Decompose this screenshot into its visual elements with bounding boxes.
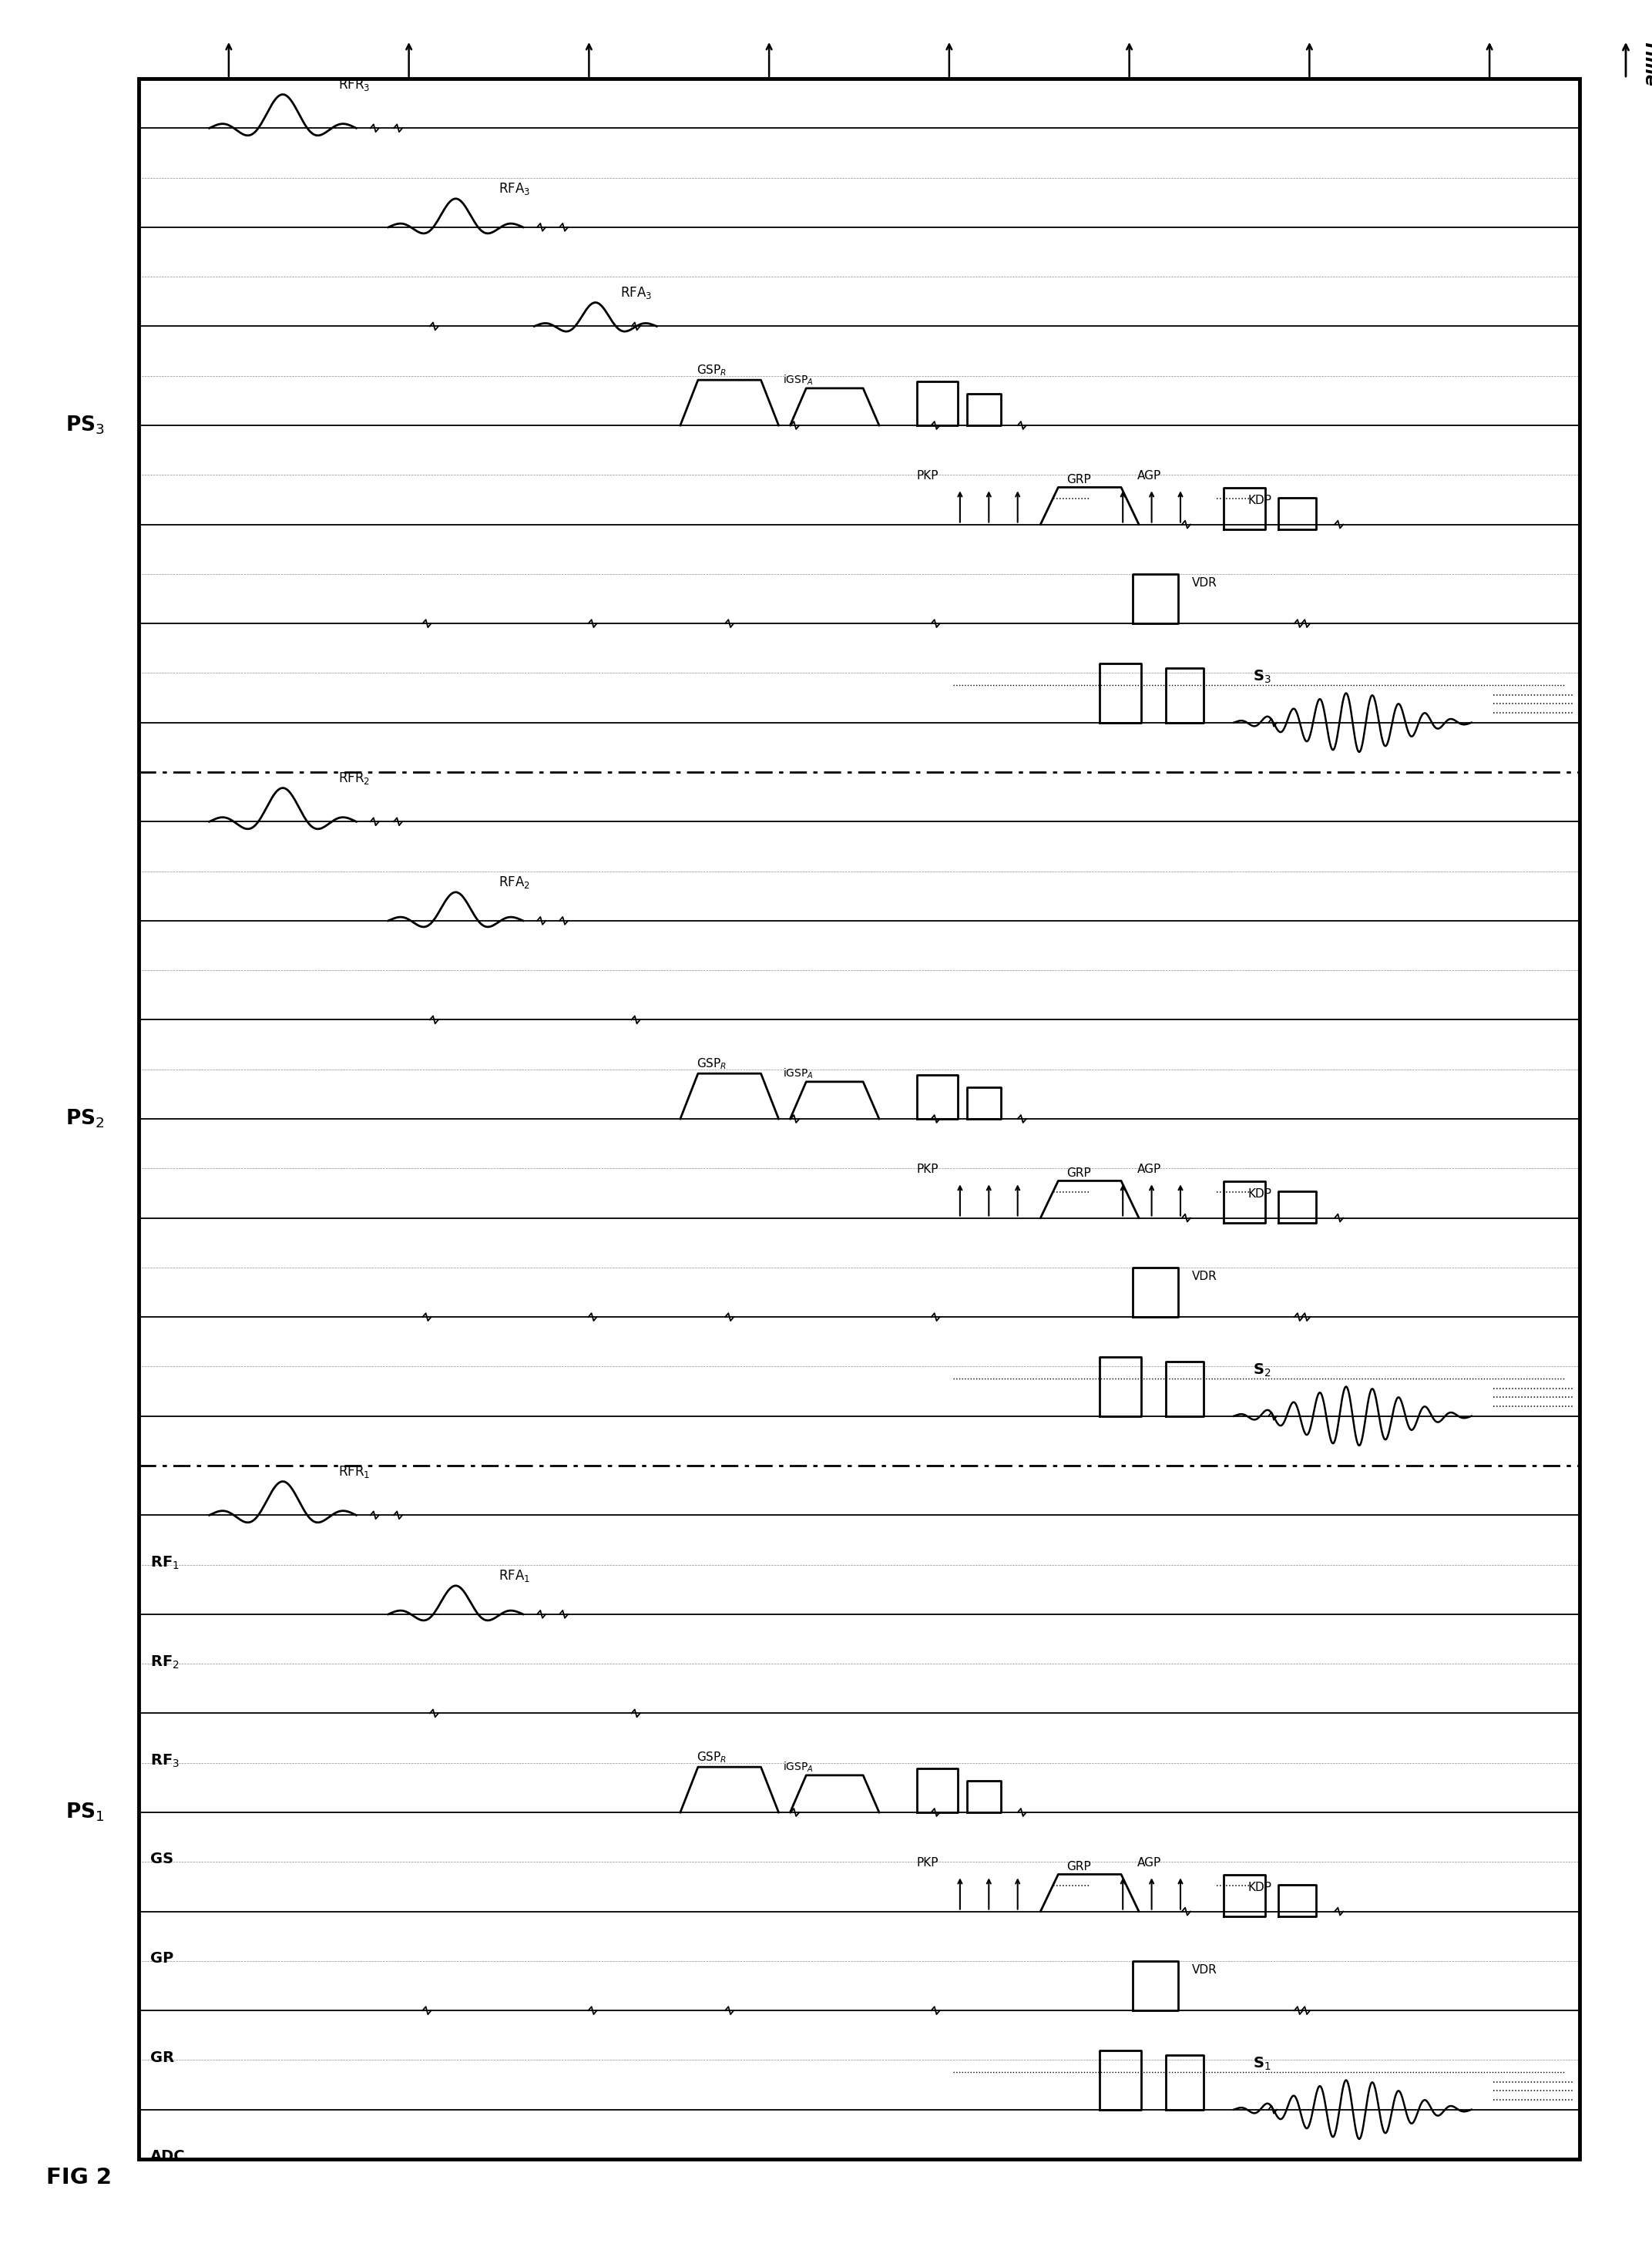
Text: S$_1$: S$_1$ — [1252, 2056, 1270, 2072]
Text: RFR$_3$: RFR$_3$ — [339, 77, 370, 93]
Text: GRP: GRP — [1066, 1861, 1090, 1873]
Text: GR: GR — [150, 2049, 173, 2065]
Text: RFA$_1$: RFA$_1$ — [499, 1569, 530, 1582]
Text: RFA$_3$: RFA$_3$ — [620, 286, 651, 302]
Text: KDP: KDP — [1249, 494, 1272, 506]
Text: VDR: VDR — [1193, 578, 1218, 589]
Text: PKP: PKP — [917, 1163, 938, 1174]
Text: Time: Time — [1640, 41, 1652, 86]
Text: iGSP$_A$: iGSP$_A$ — [783, 374, 814, 388]
Text: iGSP$_A$: iGSP$_A$ — [783, 1068, 814, 1079]
Text: AGP: AGP — [1137, 1857, 1161, 1868]
Text: PS$_3$: PS$_3$ — [64, 415, 104, 435]
Text: GRP: GRP — [1066, 474, 1090, 485]
Text: PS$_2$: PS$_2$ — [66, 1109, 104, 1129]
Text: GSP$_R$: GSP$_R$ — [697, 1056, 727, 1072]
Text: iGSP$_A$: iGSP$_A$ — [783, 1759, 814, 1773]
Text: S$_2$: S$_2$ — [1252, 1362, 1270, 1378]
Text: GS: GS — [150, 1852, 173, 1866]
Text: RF$_1$: RF$_1$ — [150, 1555, 180, 1571]
Bar — [139, 79, 1579, 2158]
Text: RFA$_2$: RFA$_2$ — [499, 875, 530, 891]
Text: RFR$_1$: RFR$_1$ — [339, 1464, 370, 1480]
Text: S$_3$: S$_3$ — [1252, 669, 1270, 685]
Text: AGP: AGP — [1137, 469, 1161, 483]
Text: VDR: VDR — [1193, 1963, 1218, 1977]
Text: PKP: PKP — [917, 1857, 938, 1868]
Text: PKP: PKP — [917, 469, 938, 483]
Text: GSP$_R$: GSP$_R$ — [697, 1750, 727, 1766]
Text: RF$_3$: RF$_3$ — [150, 1752, 180, 1768]
Text: RFA$_3$: RFA$_3$ — [499, 181, 530, 197]
Text: AGP: AGP — [1137, 1163, 1161, 1174]
Text: FIG 2: FIG 2 — [46, 2167, 112, 2188]
Text: RFR$_2$: RFR$_2$ — [339, 771, 370, 787]
Text: KDP: KDP — [1249, 1882, 1272, 1893]
Text: GP: GP — [150, 1952, 173, 1965]
Text: GRP: GRP — [1066, 1168, 1090, 1179]
Text: KDP: KDP — [1249, 1188, 1272, 1199]
Text: RF$_2$: RF$_2$ — [150, 1655, 180, 1671]
Text: GSP$_R$: GSP$_R$ — [697, 363, 727, 379]
Text: ADC: ADC — [150, 2149, 185, 2165]
Text: VDR: VDR — [1193, 1272, 1218, 1283]
Text: PS$_1$: PS$_1$ — [66, 1802, 104, 1823]
